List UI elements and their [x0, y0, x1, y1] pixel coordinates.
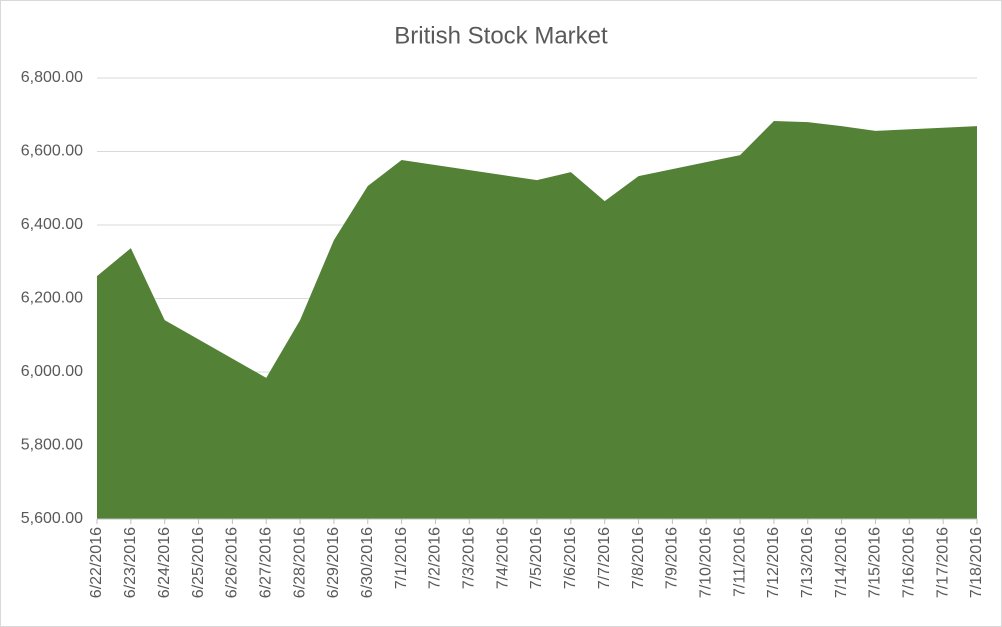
x-tick-label: 7/6/2016 [562, 527, 579, 589]
x-tick-label: 7/13/2016 [799, 527, 816, 598]
x-tick-label: 6/23/2016 [122, 527, 139, 598]
y-tick-label: 5,800.00 [21, 437, 83, 454]
x-tick-label: 7/17/2016 [934, 527, 951, 598]
x-tick-label: 7/5/2016 [528, 527, 545, 589]
x-tick-label: 6/26/2016 [224, 527, 241, 598]
x-tick-label: 6/25/2016 [190, 527, 207, 598]
y-tick-label: 6,200.00 [21, 290, 83, 307]
x-tick-label: 7/4/2016 [494, 527, 511, 589]
x-tick-label: 6/29/2016 [325, 527, 342, 598]
x-tick-label: 6/22/2016 [88, 527, 105, 598]
x-tick-label: 7/14/2016 [833, 527, 850, 598]
x-tick-label: 7/1/2016 [393, 527, 410, 589]
y-tick-label: 6,400.00 [21, 216, 83, 233]
y-tick-label: 6,000.00 [21, 363, 83, 380]
x-tick-label: 7/15/2016 [867, 527, 884, 598]
x-tick-label: 6/28/2016 [291, 527, 308, 598]
x-tick-label: 7/12/2016 [765, 527, 782, 598]
y-tick-label: 6,800.00 [21, 69, 83, 86]
x-tick-label: 7/10/2016 [697, 527, 714, 598]
area [97, 120, 977, 519]
y-tick-label: 6,600.00 [21, 143, 83, 160]
x-tick-label: 6/24/2016 [156, 527, 173, 598]
x-tick-label: 7/8/2016 [630, 527, 647, 589]
chart-title: British Stock Market [394, 22, 608, 49]
x-tick-label: 7/18/2016 [968, 527, 985, 598]
x-tick-label: 7/11/2016 [731, 527, 748, 597]
y-tick-label: 5,600.00 [21, 510, 83, 527]
x-tick-label: 6/30/2016 [359, 527, 376, 598]
x-tick-label: 7/7/2016 [596, 527, 613, 589]
x-tick-label: 7/16/2016 [901, 527, 918, 598]
x-tick-label: 7/9/2016 [664, 527, 681, 589]
x-tick-label: 7/3/2016 [461, 527, 478, 589]
x-tick-label: 6/27/2016 [257, 527, 274, 598]
x-tick-label: 7/2/2016 [427, 527, 444, 589]
